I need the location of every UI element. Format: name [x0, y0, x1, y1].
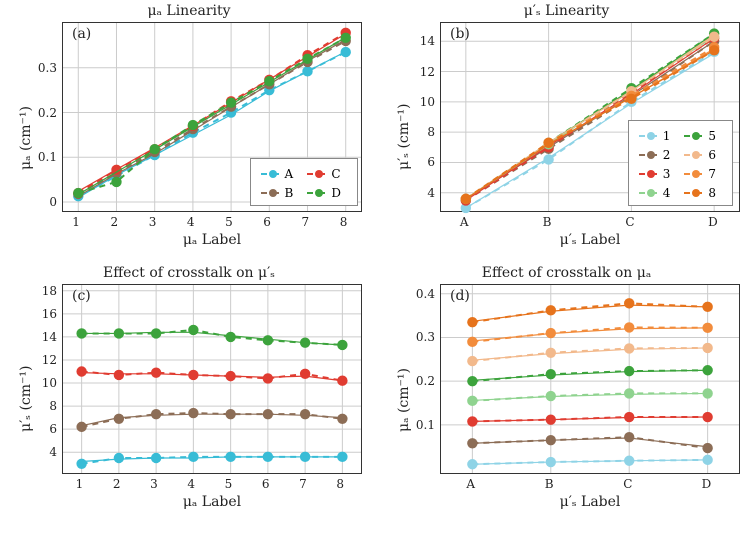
legend-a: ACBD	[250, 158, 358, 206]
ytick: 8	[49, 400, 57, 412]
xlabel-a: μₐ Label	[62, 232, 362, 248]
legend-item-6: 6	[684, 148, 722, 162]
ylabel-b: μ′ₛ (cm⁻¹)	[396, 104, 412, 171]
ytick: 4	[49, 446, 57, 458]
panel-b: μ′ₛ Linearity ABCD468101214 (b) μ′ₛ (cm⁻…	[378, 0, 755, 262]
ytick: 16	[42, 308, 57, 320]
xtick: C	[623, 478, 632, 490]
ytick: 10	[420, 96, 435, 108]
ytick: 6	[49, 423, 57, 435]
legend-item-A: A	[261, 167, 300, 181]
legend-item-1: 1	[639, 129, 677, 143]
ytick: 0.3	[416, 331, 435, 343]
ytick: 0	[49, 196, 57, 208]
xtick: A	[460, 216, 469, 228]
xtick: B	[543, 216, 552, 228]
ytick: 8	[427, 126, 435, 138]
ytick: 14	[420, 35, 435, 47]
panel-label-a: (a)	[72, 26, 91, 42]
ytick: 12	[420, 66, 435, 78]
ytick: 0.1	[416, 419, 435, 431]
legend-item-3: 3	[639, 167, 677, 181]
panel-d: Effect of crosstalk on μₐ ABCD0.10.20.30…	[378, 262, 755, 538]
legend-item-D: D	[307, 186, 347, 200]
ytick: 0.4	[416, 288, 435, 300]
ytick: 12	[42, 354, 57, 366]
xtick: 6	[262, 478, 270, 490]
xtick: B	[545, 478, 554, 490]
xtick: C	[625, 216, 634, 228]
ytick: 0.2	[416, 375, 435, 387]
xtick: 4	[187, 216, 195, 228]
xtick: 4	[187, 478, 195, 490]
title-d: Effect of crosstalk on μₐ	[378, 265, 755, 281]
legend-item-7: 7	[684, 167, 722, 181]
panel-label-c: (c)	[72, 288, 91, 304]
plot-area-d: ABCD0.10.20.30.4	[440, 284, 740, 474]
xtick: 2	[110, 216, 118, 228]
xtick: 8	[336, 478, 344, 490]
ytick: 0.3	[38, 62, 57, 74]
xtick: 1	[72, 216, 80, 228]
legend-b: 15263748	[628, 120, 733, 206]
ytick: 6	[427, 156, 435, 168]
ytick: 0.1	[38, 151, 57, 163]
title-b: μ′ₛ Linearity	[378, 3, 755, 19]
xlabel-c: μₐ Label	[62, 494, 362, 510]
xtick: 2	[113, 478, 121, 490]
plot-area-c: 123456784681012141618	[62, 284, 362, 474]
legend-item-5: 5	[684, 129, 722, 143]
xtick: 5	[225, 216, 233, 228]
title-c: Effect of crosstalk on μ′ₛ	[0, 265, 378, 281]
legend-item-4: 4	[639, 186, 677, 200]
panel-c: Effect of crosstalk on μ′ₛ 1234567846810…	[0, 262, 378, 538]
ytick: 4	[427, 187, 435, 199]
title-a: μₐ Linearity	[0, 3, 378, 19]
xtick: 3	[149, 216, 157, 228]
xtick: D	[708, 216, 718, 228]
ylabel-c: μ′ₛ (cm⁻¹)	[18, 366, 34, 433]
ytick: 0.2	[38, 107, 57, 119]
xlabel-d: μ′ₛ Label	[440, 494, 740, 510]
xtick: 7	[299, 478, 307, 490]
legend-item-B: B	[261, 186, 300, 200]
xtick: 8	[340, 216, 348, 228]
xtick: 7	[302, 216, 310, 228]
panel-label-d: (d)	[450, 288, 470, 304]
ylabel-d: μₐ (cm⁻¹)	[396, 368, 412, 432]
legend-item-C: C	[307, 167, 346, 181]
xtick: A	[466, 478, 475, 490]
legend-item-8: 8	[684, 186, 722, 200]
xtick: 5	[225, 478, 233, 490]
xlabel-b: μ′ₛ Label	[440, 232, 740, 248]
xtick: 1	[76, 478, 84, 490]
ylabel-a: μₐ (cm⁻¹)	[18, 106, 34, 170]
ytick: 10	[42, 377, 57, 389]
xtick: 6	[263, 216, 271, 228]
ytick: 14	[42, 331, 57, 343]
ytick: 18	[42, 285, 57, 297]
legend-item-2: 2	[639, 148, 677, 162]
panel-a: μₐ Linearity 1 2 3 4 5 6 7 8 0 0.1 0.2 0.3 (a) μₐ (…	[0, 0, 378, 262]
panel-label-b: (b)	[450, 26, 470, 42]
xtick: D	[702, 478, 712, 490]
xtick: 3	[150, 478, 158, 490]
